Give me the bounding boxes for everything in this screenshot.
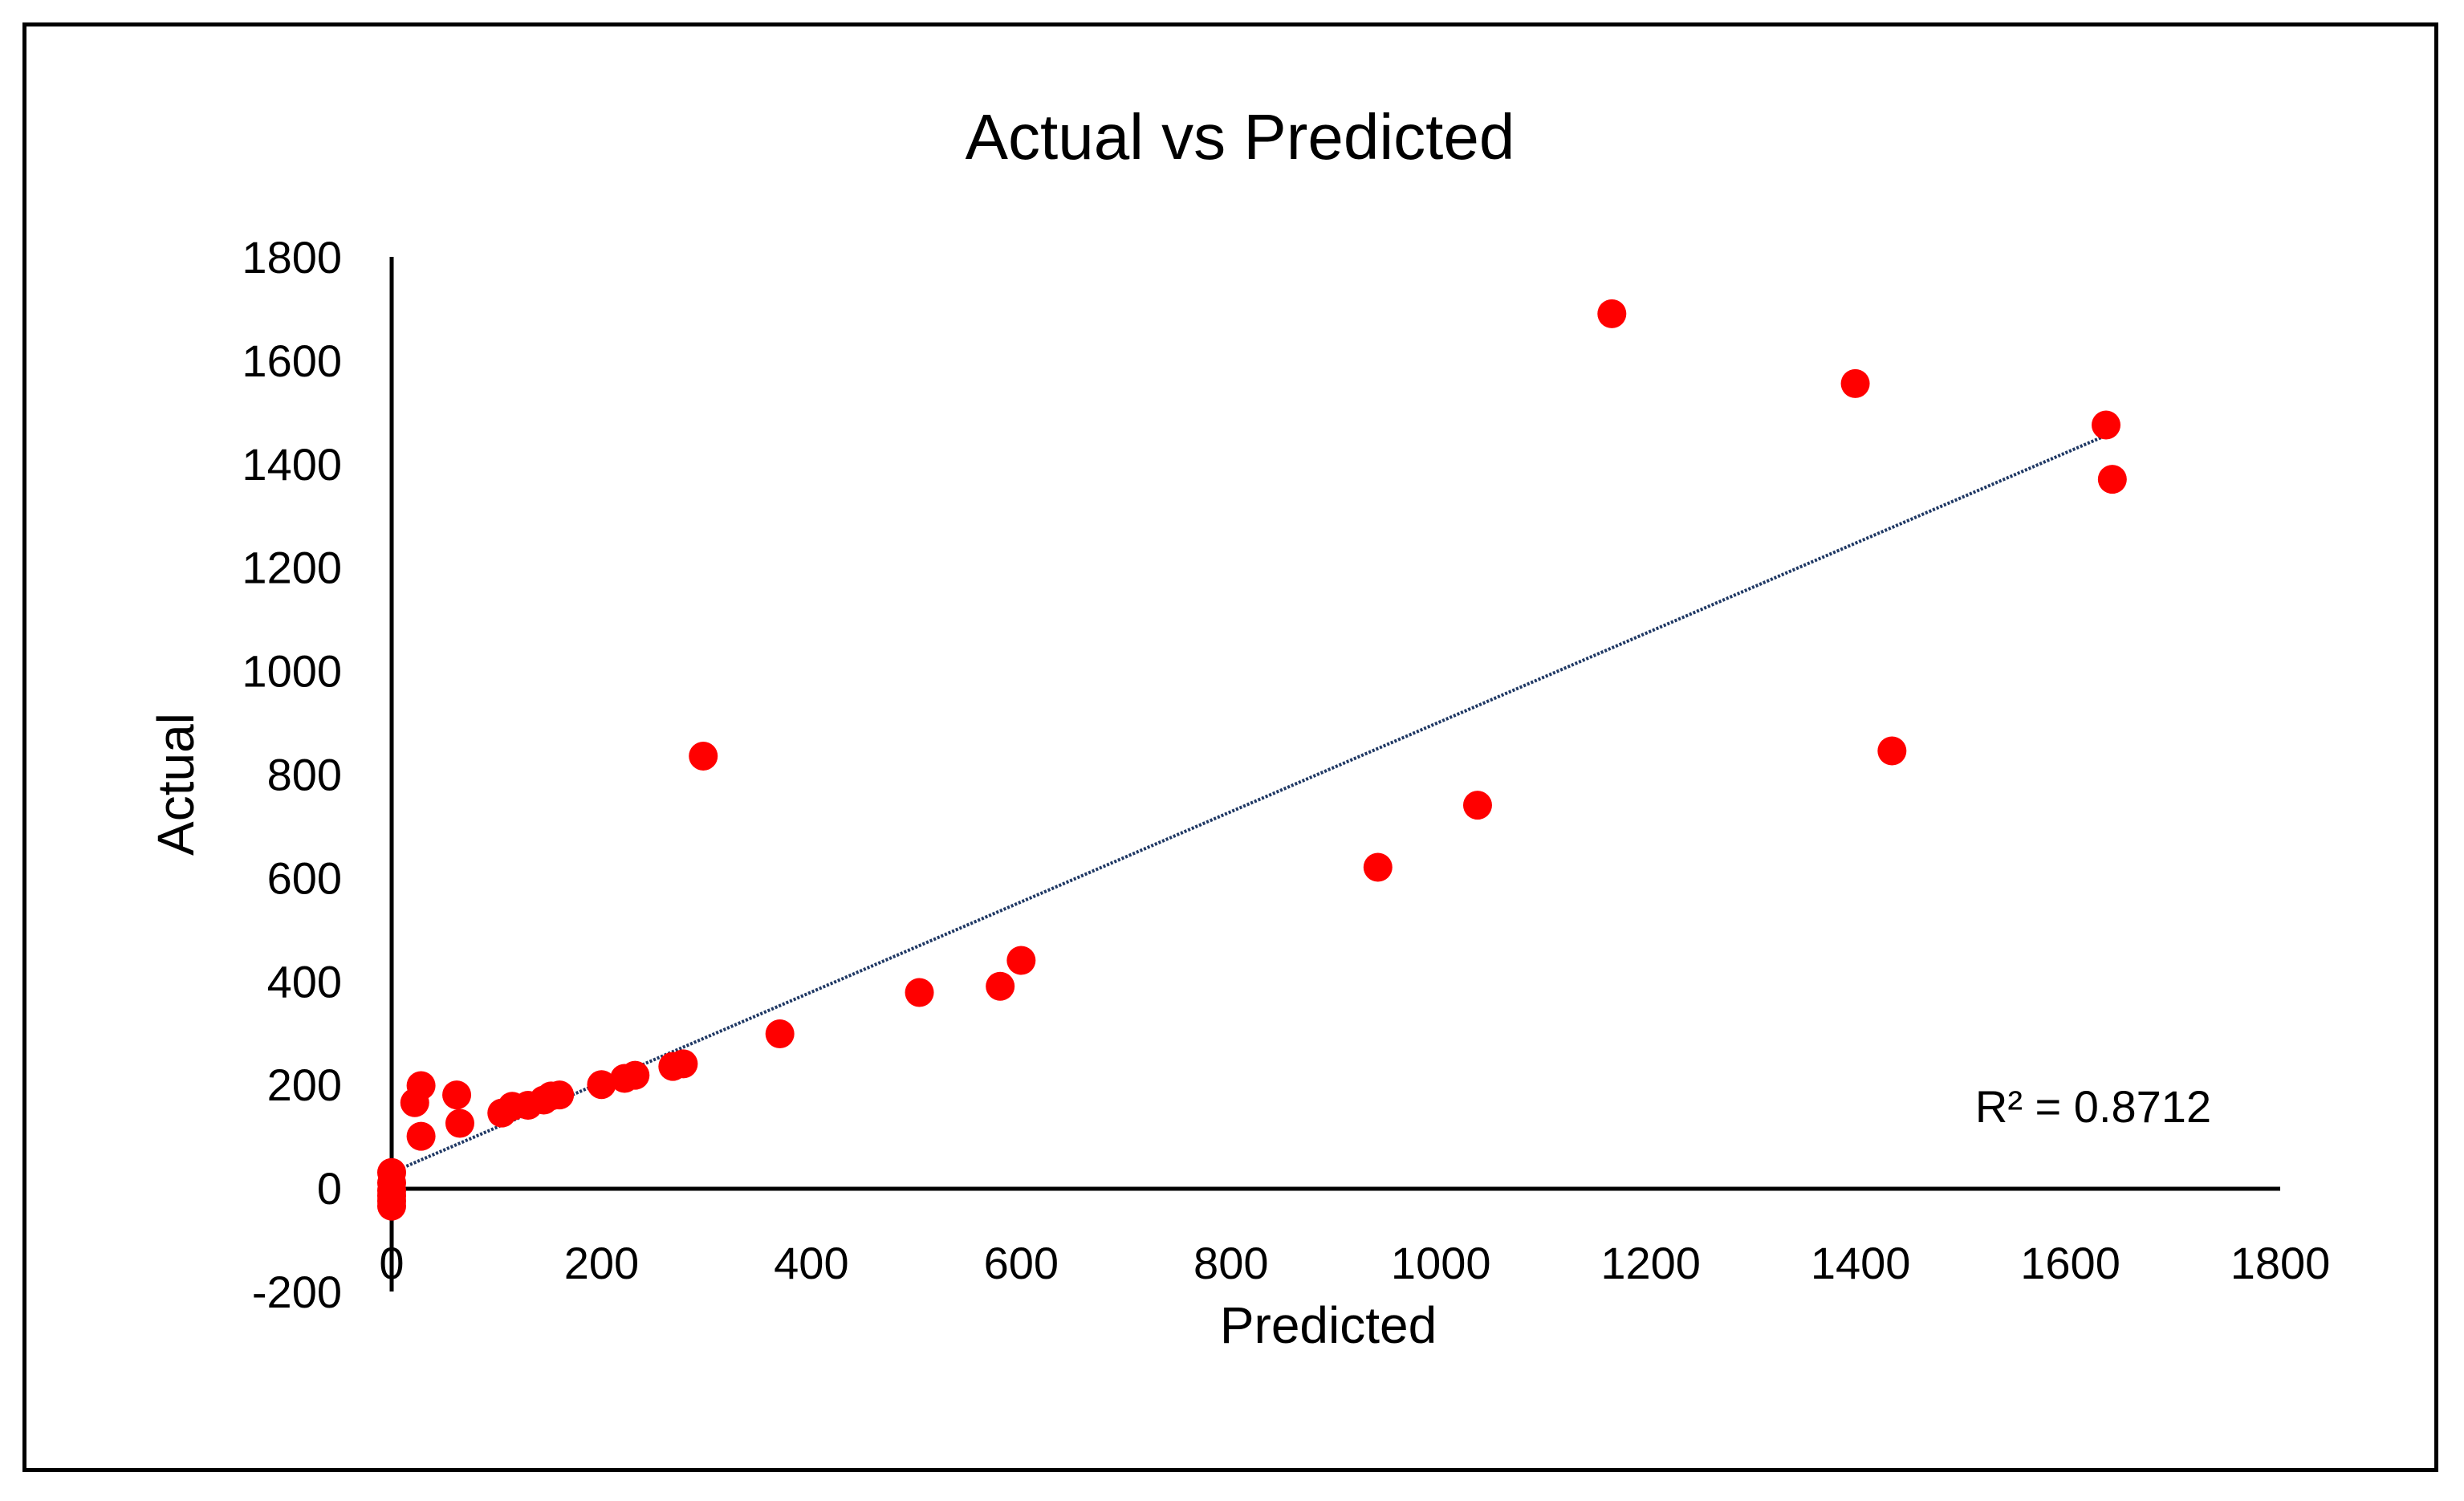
data-point xyxy=(545,1080,575,1110)
data-point xyxy=(377,1191,406,1221)
x-tick-labels: 0 200 400 600 800 1000 1200 1400 1600 1800 xyxy=(379,1238,2330,1288)
data-point xyxy=(442,1080,472,1110)
x-tick-label: 1800 xyxy=(2230,1238,2331,1288)
chart-title: Actual vs Predicted xyxy=(966,101,1515,173)
data-point xyxy=(905,978,934,1007)
data-point xyxy=(587,1070,616,1100)
data-point xyxy=(669,1049,698,1079)
data-point xyxy=(1840,368,1870,398)
data-point xyxy=(1006,946,1036,975)
x-tick-label: 200 xyxy=(564,1238,639,1288)
data-point xyxy=(445,1108,474,1138)
data-point xyxy=(1597,299,1627,328)
y-tick-label: 400 xyxy=(267,956,342,1007)
x-tick-label: 1400 xyxy=(1811,1238,1911,1288)
y-tick-label: 1600 xyxy=(242,336,342,386)
y-tick-label: 1800 xyxy=(242,232,342,283)
y-axis-label: Actual xyxy=(147,713,205,856)
r-squared-label: R² = 0.8712 xyxy=(1975,1081,2211,1132)
axes xyxy=(389,257,2280,1292)
x-axis-label: Predicted xyxy=(1220,1296,1437,1354)
data-points xyxy=(377,299,2127,1221)
x-tick-label: 800 xyxy=(1193,1238,1268,1288)
y-tick-label: 0 xyxy=(317,1163,342,1214)
x-tick-label: 600 xyxy=(984,1238,1059,1288)
data-point xyxy=(2092,410,2121,440)
data-point xyxy=(1877,736,1907,766)
x-tick-label: 1200 xyxy=(1600,1238,1701,1288)
data-point xyxy=(986,971,1015,1001)
y-tick-label: 800 xyxy=(267,750,342,800)
chart-svg: Actual vs Predicted -200 0 200 400 600 800 100… xyxy=(147,101,2330,1354)
data-point xyxy=(2097,465,2127,494)
x-tick-label: 1000 xyxy=(1391,1238,1491,1288)
data-point xyxy=(406,1071,436,1100)
data-point xyxy=(1462,791,1492,820)
data-point xyxy=(620,1060,650,1090)
y-tick-label: 200 xyxy=(267,1060,342,1110)
x-tick-label: 0 xyxy=(379,1238,404,1288)
y-tick-label: 600 xyxy=(267,852,342,903)
y-tick-label: 1200 xyxy=(242,543,342,593)
data-point xyxy=(406,1121,436,1151)
x-tick-label: 1600 xyxy=(2020,1238,2120,1288)
data-point xyxy=(689,741,718,771)
trendline xyxy=(391,431,2113,1174)
x-tick-label: 400 xyxy=(774,1238,848,1288)
chart-frame: Actual vs Predicted -200 0 200 400 600 800 100… xyxy=(22,22,2438,1472)
y-tick-label: 1000 xyxy=(242,646,342,697)
y-tick-label: 1400 xyxy=(242,439,342,490)
data-point xyxy=(765,1019,795,1049)
y-tick-label: -200 xyxy=(252,1267,342,1317)
data-point xyxy=(1363,852,1393,882)
y-tick-labels: -200 0 200 400 600 800 1000 1200 1400 1600 1800 xyxy=(242,232,342,1317)
